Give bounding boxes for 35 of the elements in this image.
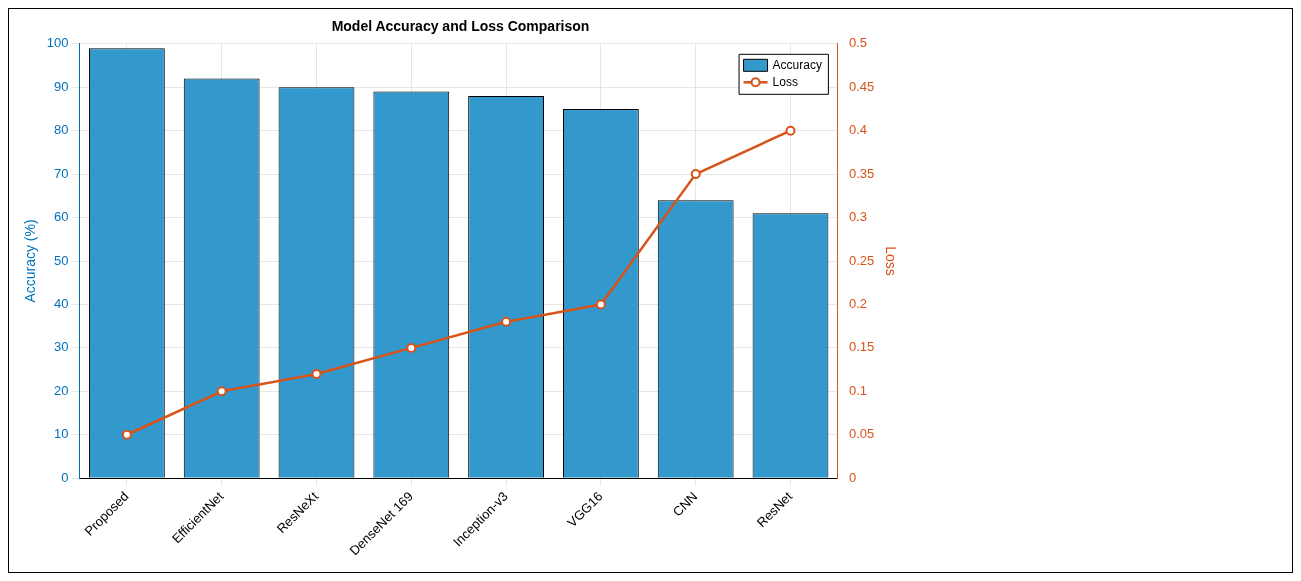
y2-tick-label: 0.15	[848, 339, 875, 355]
y2-tick-label: 0.4	[848, 122, 867, 138]
point	[406, 342, 417, 353]
y2-tick-label: 0.5	[848, 35, 867, 51]
y2-tick-label: 0.45	[848, 78, 875, 94]
y-tick-label: 10	[54, 426, 69, 442]
y-tick-label: 80	[54, 122, 69, 138]
point	[690, 169, 701, 180]
y-tick-label: 30	[54, 339, 69, 355]
y-tick-label: 20	[54, 382, 69, 398]
y2-tick-label: 0.1	[848, 382, 867, 398]
y2-tick-label: 0.35	[848, 165, 875, 181]
y-tick-label: 40	[54, 296, 69, 312]
y2-tick-label: 0.25	[848, 252, 875, 268]
point	[785, 125, 796, 136]
point	[501, 316, 512, 327]
point	[595, 299, 606, 310]
legend-label: Accuracy	[772, 57, 822, 72]
y2-tick-label: 0.2	[848, 296, 867, 312]
legend-label: Loss	[772, 74, 798, 89]
y2-tick-label: 0.3	[848, 209, 867, 225]
point	[121, 429, 132, 440]
y-tick-label: 50	[54, 252, 69, 268]
point	[216, 386, 227, 397]
y-tick-label: 100	[46, 35, 69, 51]
y2-axis-title: Loss	[882, 246, 899, 276]
y-tick-label: 60	[54, 209, 69, 225]
y-tick-label: 70	[54, 165, 69, 181]
point	[311, 368, 322, 379]
y-tick-label: 90	[54, 78, 69, 94]
y-axis-title: Accuracy (%)	[22, 219, 39, 303]
y-tick-label: 0	[61, 469, 69, 485]
chart-title: Model Accuracy and Loss Comparison	[331, 18, 590, 35]
y2-tick-label: 0	[848, 469, 857, 485]
y2-tick-label: 0.05	[848, 426, 875, 442]
